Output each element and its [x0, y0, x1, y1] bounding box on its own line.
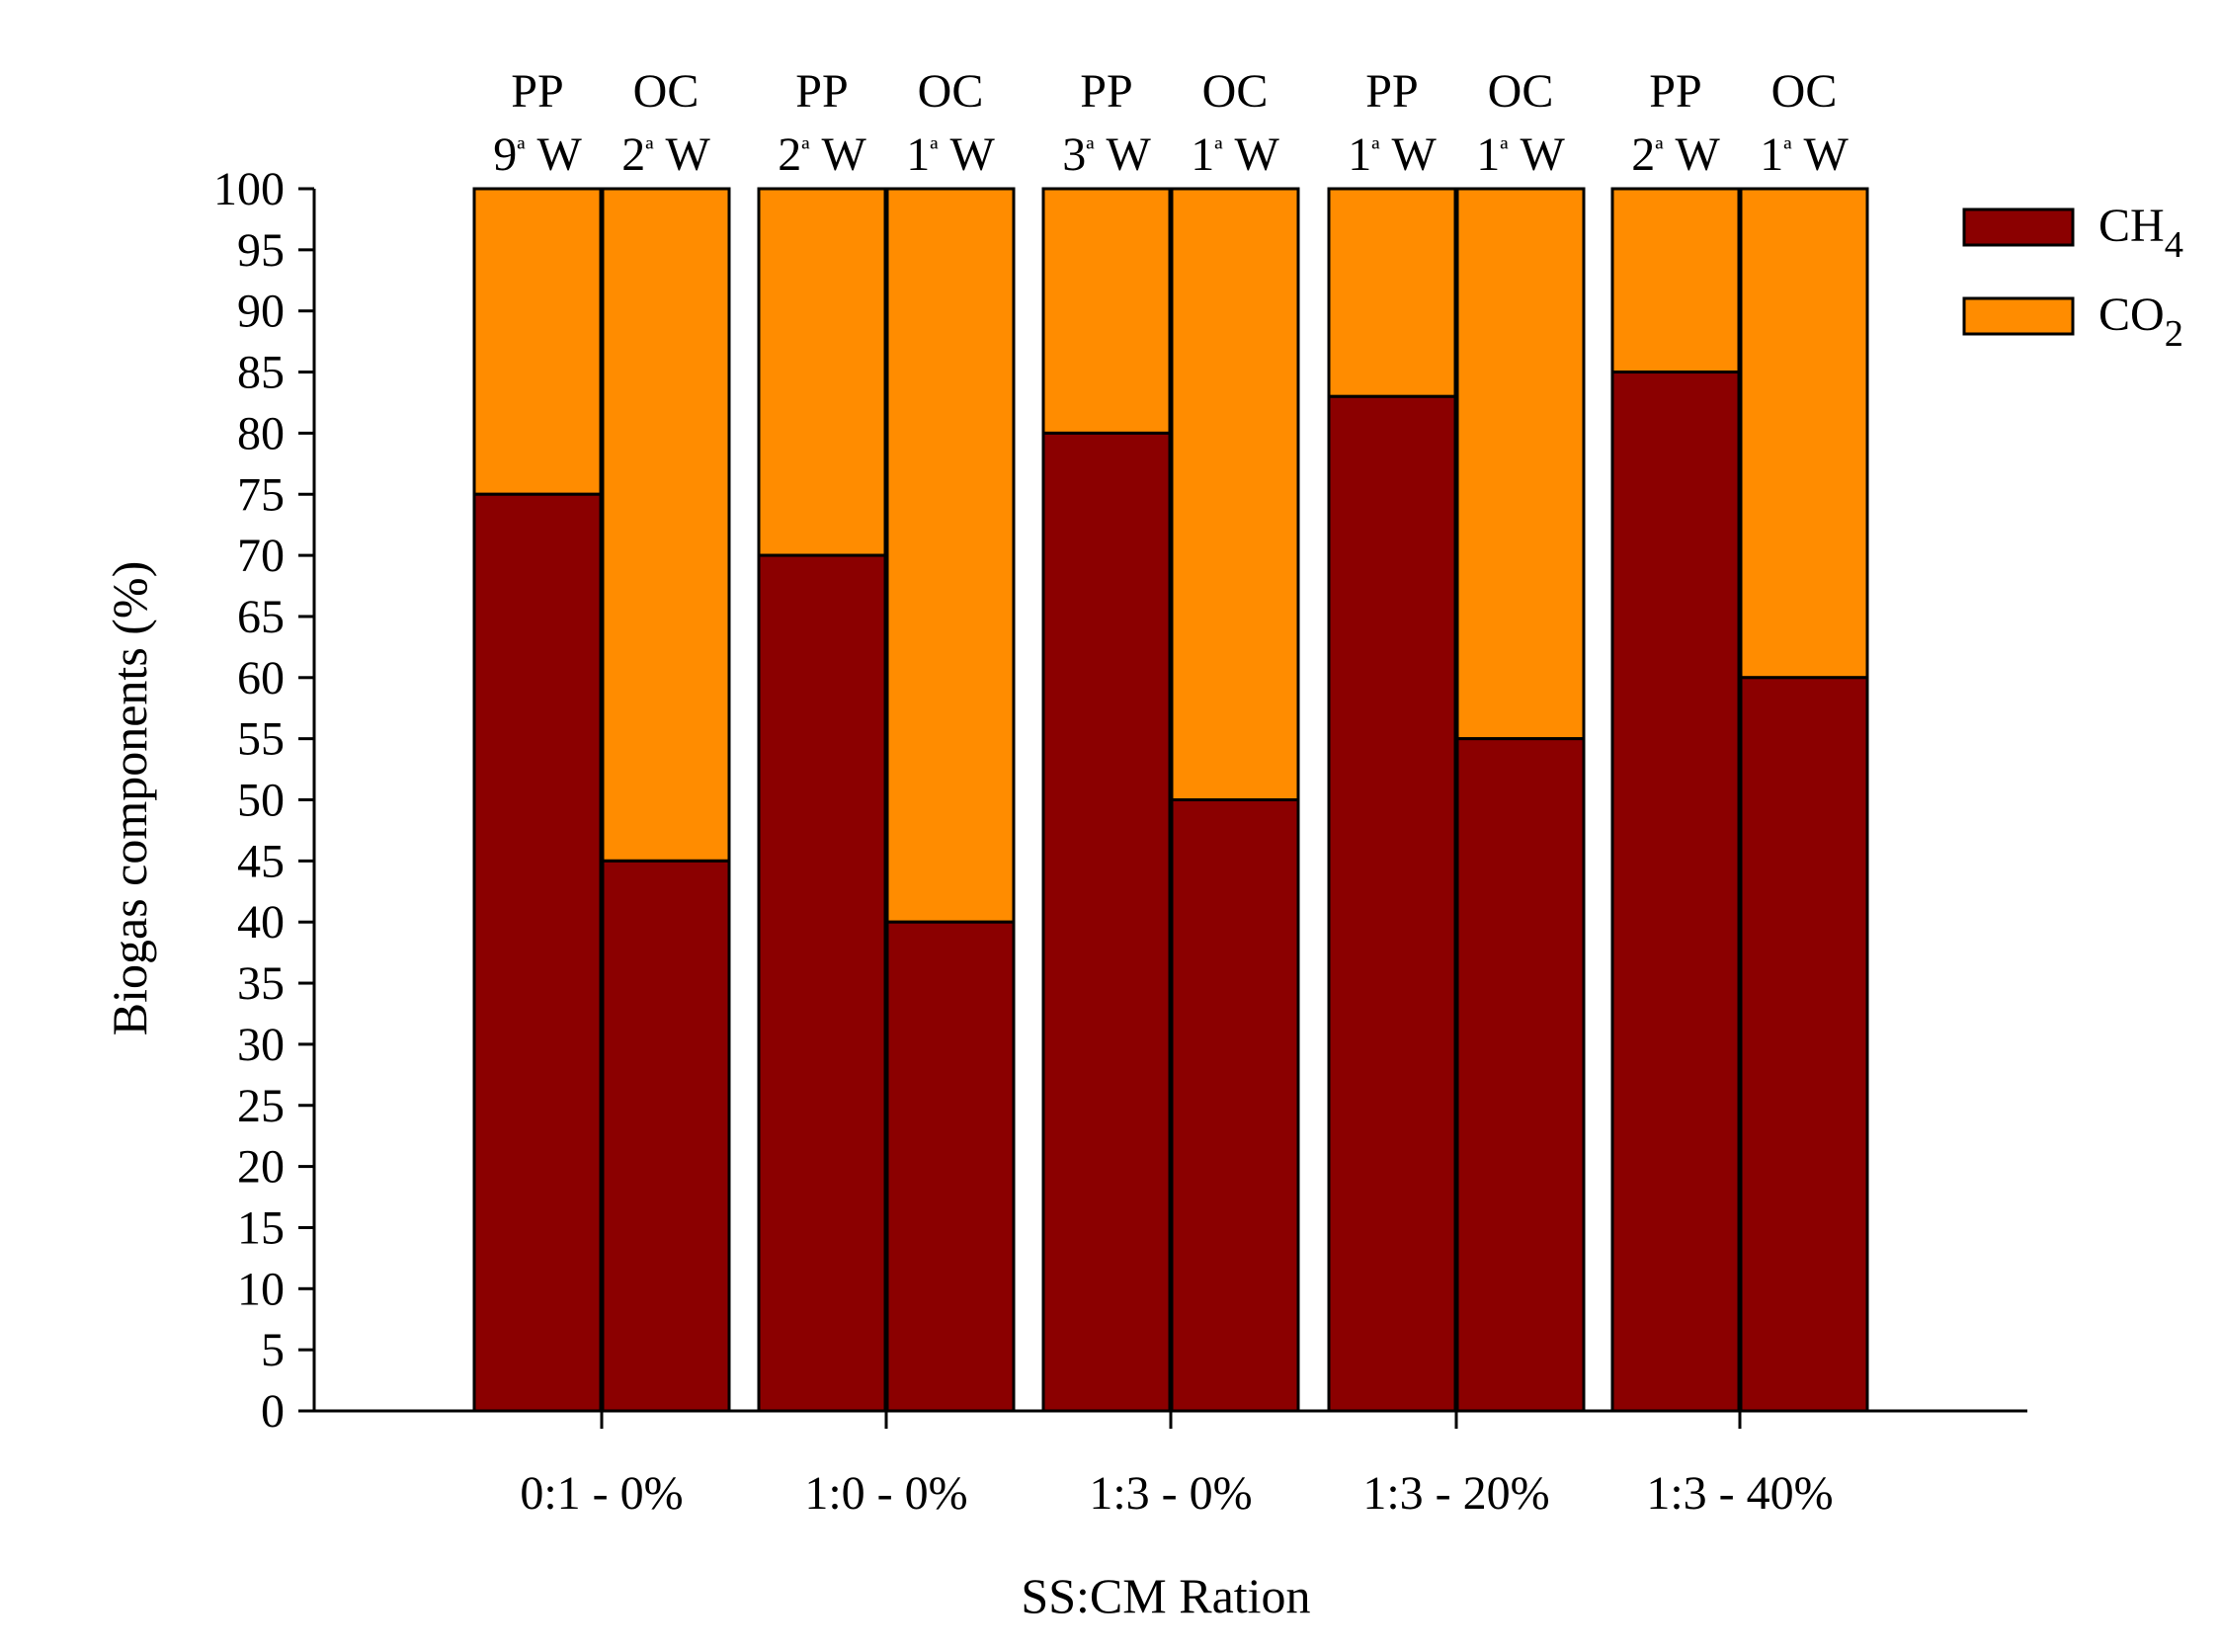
bar-co2-4-0: [1610, 187, 1741, 374]
bar-top-label-line2: 2ª W: [778, 128, 866, 181]
bar-top-label-line1: PP: [1649, 65, 1701, 118]
x-tick-label: 1:0 - 0%: [804, 1467, 967, 1520]
bar-ch4-0-0: [472, 492, 603, 1413]
y-tick-label: 50: [237, 775, 285, 827]
legend-label-co2: CO2: [2098, 289, 2183, 355]
bar-top-label-line1: OC: [1488, 65, 1554, 118]
bar-top-label-line1: OC: [1771, 65, 1838, 118]
y-axis: 0 5 10 15 20 25 30 35 40 45 50 55 60 65 70 75 80 85 90 95 10…: [213, 163, 316, 1438]
bar-top-label-line1: PP: [1365, 65, 1418, 118]
bar-co2-0-1: [601, 187, 731, 863]
bar-top-label-line1: PP: [795, 65, 848, 118]
bars-layer: [472, 187, 1869, 1413]
bar-ch4-0-1: [601, 859, 731, 1413]
bar-top-label-line2: 2ª W: [621, 128, 710, 181]
bar-co2-4-1: [1739, 187, 1869, 680]
y-tick-label: 10: [237, 1263, 285, 1315]
bar-co2-1-0: [757, 187, 887, 557]
bar-top-label-line2: 9ª W: [493, 128, 582, 181]
y-tick-label: 60: [237, 652, 285, 704]
bar-top-label-line2: 2ª W: [1631, 128, 1720, 181]
y-tick-label: 85: [237, 347, 285, 399]
bar-co2-0-0: [472, 187, 603, 496]
y-tick-label: 55: [237, 713, 285, 766]
y-tick-label: 70: [237, 530, 285, 582]
y-tick-label: 15: [237, 1201, 285, 1254]
x-axis: 0:1 - 0% 1:0 - 0% 1:3 - 0% 1:3 - 20% 1:3 - 4…: [314, 1409, 2027, 1520]
y-tick-label: 90: [237, 286, 285, 338]
bar-co2-2-1: [1170, 187, 1300, 801]
bar-co2-3-1: [1455, 187, 1586, 741]
bar-ch4-3-0: [1327, 394, 1457, 1413]
y-tick-label: 75: [237, 468, 285, 521]
y-tick-label: 35: [237, 957, 285, 1010]
y-tick-label: 5: [261, 1324, 285, 1376]
bar-top-label-line2: 3ª W: [1062, 128, 1151, 181]
y-tick-label: 0: [261, 1385, 285, 1438]
bar-top-label-line1: PP: [1080, 65, 1132, 118]
bar-co2-2-0: [1041, 187, 1172, 435]
bar-top-label-line2: 1ª W: [1760, 128, 1849, 181]
x-tick-label: 1:3 - 40%: [1646, 1467, 1833, 1520]
bar-top-label-line1: OC: [918, 65, 984, 118]
x-tick-label: 0:1 - 0%: [520, 1467, 683, 1520]
bar-ch4-1-1: [885, 920, 1016, 1413]
bar-top-labels: PP 9ª W OC 2ª W PP 2ª W OC 1ª W PP 3ª W OC 1ª W PP 1ª…: [493, 65, 1849, 181]
bar-ch4-2-0: [1041, 431, 1172, 1413]
x-tick-label: 1:3 - 20%: [1362, 1467, 1549, 1520]
bar-co2-1-1: [885, 187, 1016, 924]
bar-ch4-4-1: [1739, 676, 1869, 1413]
y-tick-label: 25: [237, 1080, 285, 1132]
bar-top-label-line2: 1ª W: [1191, 128, 1279, 181]
legend-swatch-co2: [1962, 296, 2075, 336]
y-tick-label: 65: [237, 591, 285, 643]
bar-ch4-3-1: [1455, 737, 1586, 1413]
bar-ch4-4-0: [1610, 371, 1741, 1413]
y-tick-label: 80: [237, 407, 285, 459]
x-axis-title: SS:CM Ration: [1021, 1568, 1310, 1623]
legend-swatch-ch4: [1962, 207, 2075, 247]
y-tick-label: 40: [237, 896, 285, 949]
bar-top-label-line2: 1ª W: [1476, 128, 1565, 181]
y-tick-label: 100: [213, 163, 285, 215]
bar-top-label-line1: OC: [633, 65, 699, 118]
y-tick-label: 45: [237, 835, 285, 887]
y-tick-label: 30: [237, 1019, 285, 1071]
x-tick-label: 1:3 - 0%: [1089, 1467, 1252, 1520]
bar-co2-3-0: [1327, 187, 1457, 398]
bar-top-label-line2: 1ª W: [1348, 128, 1437, 181]
bar-ch4-1-0: [757, 553, 887, 1413]
y-axis-title: Biogas components (%): [102, 561, 157, 1035]
y-tick-label: 20: [237, 1141, 285, 1194]
bar-top-label-line1: PP: [511, 65, 563, 118]
bar-top-label-line2: 1ª W: [906, 128, 995, 181]
bar-top-label-line1: OC: [1202, 65, 1269, 118]
y-tick-label: 95: [237, 224, 285, 277]
legend-label-ch4: CH4: [2098, 200, 2183, 266]
bar-ch4-2-1: [1170, 798, 1300, 1413]
